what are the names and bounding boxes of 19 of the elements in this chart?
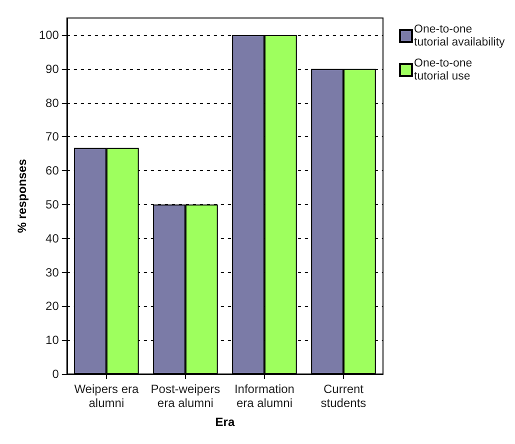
y-axis-title: % responses (15, 158, 29, 234)
y-tick-label: 80 (46, 96, 60, 110)
y-tick-label: 100 (38, 28, 60, 42)
y-tick-label: 10 (46, 333, 60, 348)
y-tick-label: 90 (46, 62, 60, 76)
y-tick-label: 70 (46, 130, 60, 144)
legend-label: One-to-one tutorial availability (414, 24, 506, 48)
x-tick-label: Post-weipers era alumni (150, 382, 220, 410)
y-tick-label: 60 (46, 164, 60, 178)
legend-label: One-to-one tutorial use (414, 58, 472, 82)
y-tick-label: 0 (52, 367, 60, 381)
y-tick-label: 30 (46, 265, 60, 280)
y-tick-label: 50 (46, 197, 60, 212)
x-tick-label: Current students (320, 382, 366, 410)
x-axis-title: Era (215, 415, 235, 429)
x-tick-label: Weipers era alumni (74, 382, 139, 410)
y-tick-label: 40 (46, 231, 60, 246)
x-tick-label: Information era alumni (234, 382, 294, 410)
y-tick-label: 20 (46, 299, 60, 314)
